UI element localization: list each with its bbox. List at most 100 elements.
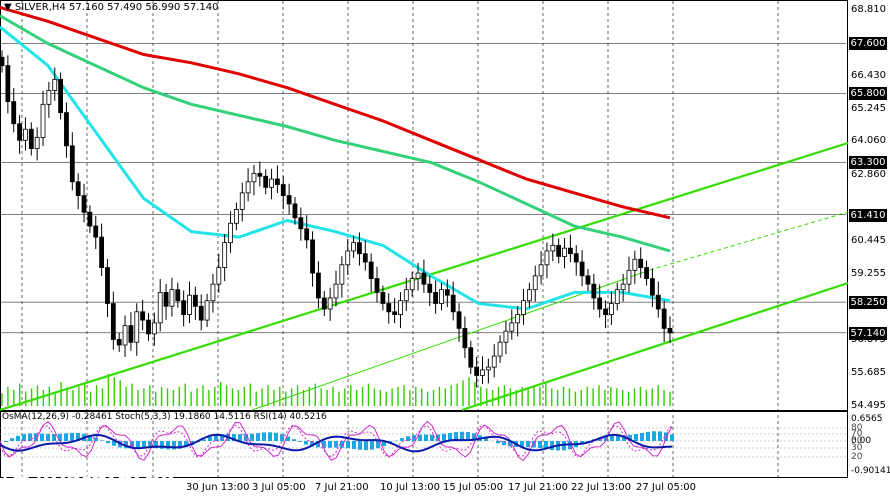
candle-body xyxy=(257,173,263,177)
candle-body xyxy=(433,292,439,304)
osma-bar xyxy=(22,434,26,441)
price-tick-label: 59.255 xyxy=(851,268,886,280)
osma-bar xyxy=(454,432,458,441)
candle-body xyxy=(187,294,192,315)
candle-body xyxy=(644,267,649,280)
candle-body xyxy=(192,294,198,307)
candle-body xyxy=(245,181,251,194)
candle-body xyxy=(81,195,87,213)
stoch-signal-line xyxy=(0,424,673,458)
osma-bar xyxy=(250,433,254,441)
candle-body xyxy=(550,245,556,252)
grid xyxy=(21,1,779,478)
osc-tick-label: 0.00 xyxy=(851,436,872,446)
candle-body xyxy=(146,319,151,335)
candle-body xyxy=(122,325,128,346)
candle-body xyxy=(263,175,269,188)
osma-bar xyxy=(154,441,158,449)
candle-body xyxy=(544,250,550,266)
candle-body xyxy=(398,300,403,315)
osma-bar xyxy=(508,441,512,447)
candle-body xyxy=(638,258,644,268)
candle-body xyxy=(228,222,233,244)
osma-bar xyxy=(526,441,530,448)
candle-body xyxy=(556,245,562,257)
candle-body xyxy=(567,247,573,255)
osc-level-label: 20 xyxy=(851,452,863,462)
osma-bar xyxy=(256,433,260,441)
time-tick-label: 27 Jul 05:00 xyxy=(636,482,696,493)
osma-bar xyxy=(178,441,182,449)
candle-body xyxy=(497,341,503,357)
price-tick-label: 55.685 xyxy=(851,367,886,379)
time-tick-label: 22 Jul 13:00 xyxy=(571,482,631,493)
osma-bar xyxy=(460,431,464,441)
price-badge: 61.410 xyxy=(849,208,887,222)
candle-body xyxy=(614,289,620,304)
osma-bar xyxy=(628,434,632,441)
candle-body xyxy=(23,128,28,141)
candle-body xyxy=(462,328,468,349)
osma-bar xyxy=(28,433,32,441)
price-badge: 67.600 xyxy=(849,37,887,51)
candle-body xyxy=(216,267,222,285)
osma-bar xyxy=(268,432,272,441)
osma-bar xyxy=(10,438,14,441)
ma-line xyxy=(0,14,671,253)
candle-body xyxy=(316,272,321,299)
osma-bar xyxy=(58,433,62,441)
osma-bar xyxy=(352,441,356,450)
candle-body xyxy=(140,311,146,321)
ma-line xyxy=(0,6,671,220)
candle-body xyxy=(0,56,5,67)
candle-body xyxy=(304,228,310,241)
symbol-label: SILVER,H4 xyxy=(14,2,66,13)
candle-body xyxy=(52,79,58,91)
osma-bar xyxy=(604,436,608,441)
osma-bar xyxy=(334,441,338,448)
osma-bar xyxy=(106,441,110,444)
ohlc-label: 57.160 57.490 56.990 57.140 xyxy=(69,2,219,13)
channel-line xyxy=(649,211,849,271)
candle-body xyxy=(321,297,327,310)
candle-body xyxy=(474,366,480,376)
osma-bar xyxy=(52,434,56,441)
candle-body xyxy=(134,311,140,343)
candle-body xyxy=(667,328,673,334)
candle-body xyxy=(491,355,497,368)
candle-body xyxy=(64,112,69,147)
candle-body xyxy=(532,275,538,291)
osma-bar xyxy=(418,434,422,441)
osma-bar xyxy=(658,431,662,441)
osma-bar xyxy=(166,441,170,450)
osma-bar xyxy=(448,432,452,441)
logo-tagline: Instant Forex Trading xyxy=(44,486,150,497)
candle-body xyxy=(573,253,579,263)
candle-body xyxy=(444,289,450,296)
osma-bar xyxy=(4,441,8,442)
osma-bar xyxy=(124,441,128,449)
candle-body xyxy=(509,322,515,332)
candle-body xyxy=(251,173,257,183)
candle-body xyxy=(620,283,626,291)
candle-body xyxy=(339,264,345,285)
candle-body xyxy=(521,300,526,315)
candle-body xyxy=(99,236,105,268)
oscillator xyxy=(0,420,846,462)
candle-body xyxy=(562,247,567,257)
osma-bar xyxy=(382,441,386,447)
candle-body xyxy=(110,303,116,340)
osma-bar xyxy=(622,435,626,441)
osma-bar xyxy=(160,441,164,449)
candle-body xyxy=(93,225,99,238)
candle-body xyxy=(239,192,245,210)
osma-bar xyxy=(544,441,548,450)
osma-bar xyxy=(70,432,74,441)
candle-body xyxy=(204,300,210,321)
candle-body xyxy=(5,65,11,102)
osma-bar xyxy=(406,436,410,441)
osma-bar xyxy=(652,431,656,441)
candle-body xyxy=(116,339,122,346)
